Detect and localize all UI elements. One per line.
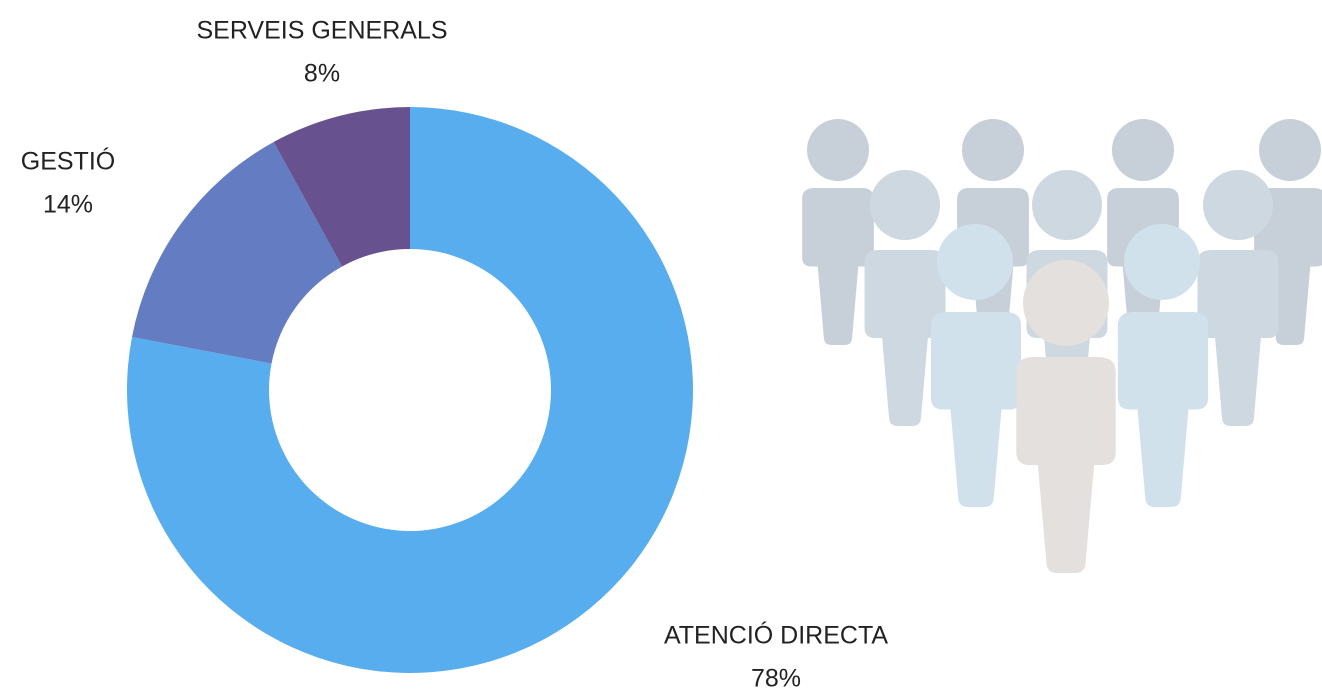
chart: ATENCIÓ DIRECTA 78% GESTIÓ 14% SERVEIS GENER… [0,0,1322,693]
slice-label: GESTIÓ [21,147,115,176]
slice-value-label: 8% [304,60,340,88]
slice-value-label: 14% [43,191,93,219]
people-illustration [802,119,1322,573]
slice-label: SERVEIS GENERALS [196,17,447,45]
slice-value-label: 78% [751,665,801,693]
slice-label: ATENCIÓ DIRECTA [664,621,888,650]
